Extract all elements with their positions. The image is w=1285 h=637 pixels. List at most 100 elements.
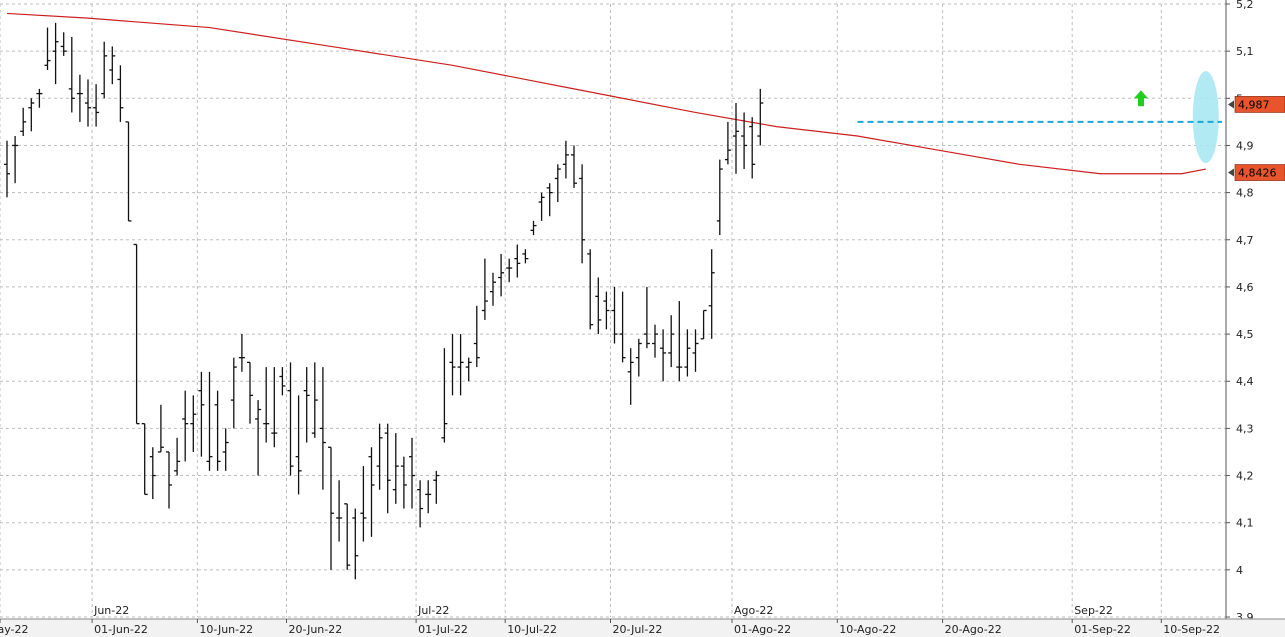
ohlc-bar: [384, 423, 391, 514]
x-tick-label: 10-Sep-22: [1163, 623, 1220, 636]
ohlc-bar: [546, 183, 553, 217]
ohlc-bar: [441, 348, 448, 443]
ohlc-bar: [733, 103, 739, 174]
ohlc-bar: [571, 145, 577, 188]
y-tick-label: 4,8: [1236, 187, 1254, 200]
ohlc-bar: [93, 84, 100, 127]
ohlc-bar: [449, 334, 456, 396]
ohlc-bar: [214, 390, 221, 471]
ohlc-bar: [279, 367, 286, 396]
ohlc-bar: [263, 367, 270, 443]
ohlc-bar: [133, 243, 140, 425]
ohlc-bars: [4, 22, 764, 580]
y-tick-label: 5,1: [1236, 45, 1254, 58]
ohlc-bar: [303, 367, 310, 443]
ohlc-bar: [611, 286, 618, 344]
ohlc-bar: [85, 79, 91, 127]
ohlc-bar: [490, 272, 496, 306]
ohlc-bar: [635, 338, 642, 377]
ohlc-bar: [417, 480, 424, 528]
x-axis-band: [0, 619, 1285, 637]
x-tick-label: 10-Jul-22: [507, 623, 557, 636]
highlight-ellipse: [1192, 71, 1219, 164]
month-label: Ago-22: [734, 604, 773, 617]
price-tag-pointer: [1228, 168, 1234, 177]
y-axis: 3,944,14,24,34,44,54,64,74,84,955,15,2: [1225, 0, 1254, 637]
month-label: Sep-22: [1074, 604, 1113, 617]
ohlc-bar: [465, 357, 472, 382]
ohlc-bar: [724, 121, 731, 165]
ohlc-bar: [117, 65, 124, 122]
ohlc-bar: [238, 334, 245, 372]
y-tick-label: 5,2: [1236, 0, 1254, 11]
ohlc-bar: [700, 309, 707, 340]
ohlc-bar: [68, 37, 75, 113]
y-tick-label: 4,2: [1236, 470, 1254, 483]
ohlc-bar: [60, 32, 67, 56]
ohlc-bar: [660, 329, 667, 382]
ohlc-bar: [587, 249, 594, 330]
ohlc-bar: [28, 98, 35, 132]
y-tick-label: 4,1: [1236, 517, 1254, 530]
ohlc-bar: [222, 428, 229, 471]
ohlc-bar: [20, 107, 27, 137]
ohlc-bar: [692, 329, 699, 372]
ohlc-bar: [741, 112, 748, 170]
ohlc-bar: [749, 117, 756, 179]
ohlc-bar: [271, 367, 278, 448]
ohlc-bar: [481, 258, 488, 320]
x-tick-label: 01-Jun-22: [94, 623, 148, 636]
ohlc-bar: [360, 466, 367, 542]
price-tag-label: 4,987: [1238, 98, 1270, 111]
ohlc-bar: [157, 404, 164, 453]
ohlc-bar: [255, 400, 262, 476]
ohlc-bar: [522, 249, 529, 264]
ohlc-bar: [36, 88, 43, 108]
x-axis: May-22 01-Jun-22 10-Jun-22 20-Jun-22 01-Jul-…: [0, 604, 1285, 637]
y-tick-label: 4,3: [1236, 422, 1254, 435]
ohlc-bar: [400, 456, 407, 509]
ohlc-bar: [319, 367, 326, 490]
ohlc-bar: [182, 390, 189, 462]
ohlc-bar: [376, 423, 383, 490]
ohlc-bar: [562, 140, 569, 179]
moving-average-layer: [6, 12, 1206, 175]
ohlc-bar: [668, 315, 675, 368]
ohlc-bar: [498, 253, 505, 297]
ohlc-bar: [44, 27, 51, 71]
ohlc-bar: [247, 361, 253, 424]
ohlc-bar: [295, 395, 302, 495]
ohlc-bar: [12, 136, 19, 184]
ohlc-bar: [230, 357, 237, 429]
ohlc-bar: [603, 291, 610, 330]
x-tick-label: 10-Jun-22: [199, 623, 253, 636]
ohlc-bar: [457, 334, 464, 396]
x-tick-label: 10-Ago-22: [839, 623, 896, 636]
ohlc-bar: [757, 88, 764, 146]
x-tick-label: 01-Jul-22: [418, 623, 468, 636]
x-tick-label: 20-Jun-22: [289, 623, 343, 636]
ohlc-bar: [473, 305, 480, 368]
x-tick-label: 01-Sep-22: [1074, 623, 1131, 636]
ohlc-bar: [579, 164, 586, 264]
x-tick-label: 01-Ago-22: [734, 623, 791, 636]
ohlc-bar: [433, 470, 440, 504]
y-tick-label: 4,6: [1236, 281, 1254, 294]
ohlc-bar: [149, 447, 156, 500]
ohlc-bar: [676, 301, 683, 382]
moving-average-line: [6, 12, 1206, 175]
y-tick-label: 4,7: [1236, 234, 1254, 247]
month-label: Jun-22: [93, 604, 129, 617]
ohlc-bar: [206, 371, 213, 471]
ohlc-bar: [336, 480, 343, 542]
ohlc-bar: [506, 258, 513, 283]
ohlc-bar: [538, 192, 545, 221]
price-tag-box: [1234, 96, 1285, 113]
ohlc-bar: [554, 164, 561, 203]
price-tag: 4,8426: [1228, 164, 1285, 181]
ohlc-bar: [627, 348, 634, 405]
ohlc-bar: [198, 371, 205, 457]
ohlc-bar: [643, 286, 650, 349]
y-tick-label: 4,4: [1236, 375, 1254, 388]
